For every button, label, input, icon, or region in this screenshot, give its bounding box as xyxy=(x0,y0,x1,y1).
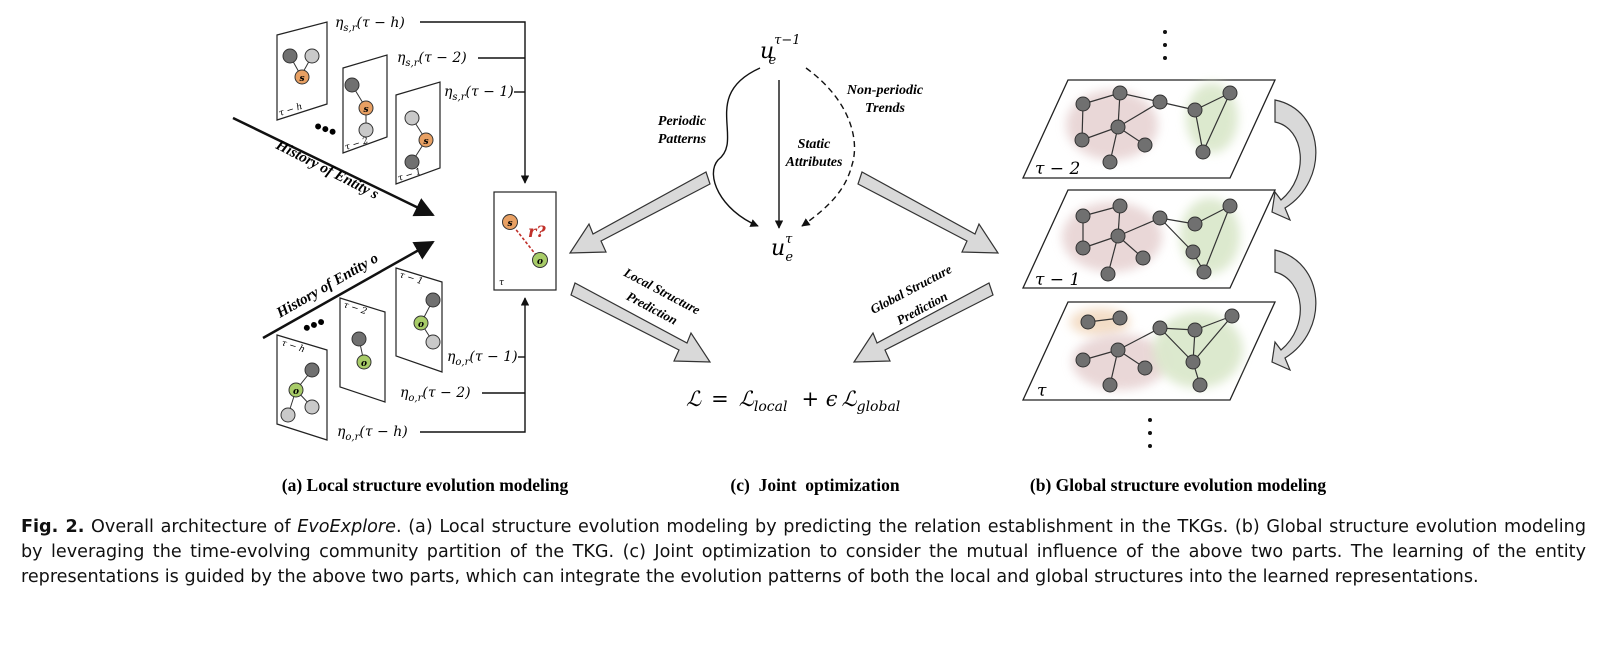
frame-s-tau-minus-2: τ − 2 s xyxy=(342,54,388,154)
svg-text:s: s xyxy=(363,105,368,115)
svg-text:o: o xyxy=(418,320,424,330)
svg-text:ηo,r(τ − h): ηo,r(τ − h) xyxy=(337,424,408,443)
entity-s-node xyxy=(418,132,434,148)
caption-c: (c) Joint optimization xyxy=(730,475,899,495)
nonperiodic-arrow xyxy=(801,67,856,227)
periodic-label-2: Patterns xyxy=(658,132,707,147)
eta-s-labels: ηs,r(τ − h) ηs,r(τ − 2) ηs,r(τ − 1) xyxy=(335,15,530,184)
eta-o-labels: ηo,r(τ − 1) ηo,r(τ − 2) ηo,r(τ − h) xyxy=(337,297,530,443)
svg-text:ηo,r(τ − 1): ηo,r(τ − 1) xyxy=(447,349,518,368)
query-frame: τ s o r? xyxy=(493,191,557,291)
svg-text:τ − 1: τ − 1 xyxy=(1035,270,1080,290)
panel-joint-optimization: uτ−1 e uτ e Periodic Patterns Static Attri… xyxy=(568,33,1000,415)
u-tau-minus-1: uτ−1 e xyxy=(760,33,801,68)
caption-a: (a) Local structure evolution modeling xyxy=(282,475,569,495)
svg-text:τ: τ xyxy=(1037,381,1047,401)
svg-text:τ: τ xyxy=(499,278,505,288)
vertical-ellipsis-top xyxy=(1163,30,1167,60)
u-tau: uτ e xyxy=(771,232,793,265)
vertical-ellipsis-bottom xyxy=(1148,418,1152,448)
plane-tau-minus-1: τ − 1 xyxy=(1021,189,1277,290)
frame-o-tau-minus-1: τ − 1 o xyxy=(395,267,443,373)
entity-s-node xyxy=(502,214,518,230)
panel-local-structure: History of Entity s τ − h s ••• τ − 2 s … xyxy=(232,15,557,443)
transition-arrow-lower xyxy=(1271,249,1317,372)
frame-o-tau-minus-2: τ − 2 o xyxy=(339,297,386,403)
svg-text:ηo,r(τ − 2): ηo,r(τ − 2) xyxy=(400,385,471,404)
entity-s-node xyxy=(294,69,310,85)
svg-text:o: o xyxy=(537,257,543,267)
arrow-to-local xyxy=(568,171,711,254)
periodic-arrow xyxy=(712,67,761,227)
arrow-from-local xyxy=(570,282,712,363)
entity-s-node xyxy=(358,100,374,116)
plane-tau: τ xyxy=(1021,301,1277,401)
ellipsis-s: ••• xyxy=(310,113,340,144)
caption-text-1: Overall architecture of xyxy=(84,517,298,537)
svg-text:ηs,r(τ − 1): ηs,r(τ − 1) xyxy=(444,84,514,103)
loss-equation: ℒ = ℒlocal + ϵ ℒglobal xyxy=(686,387,900,415)
arrow-from-global xyxy=(852,282,994,363)
svg-text:τ − 2: τ − 2 xyxy=(1035,159,1080,179)
history-o-axis xyxy=(262,240,435,340)
svg-text:s: s xyxy=(507,219,512,229)
plane-tau-minus-2: τ − 2 xyxy=(1021,79,1277,179)
svg-text:ηs,r(τ − 2): ηs,r(τ − 2) xyxy=(397,50,467,69)
static-label: Static xyxy=(798,137,831,152)
svg-text:s: s xyxy=(299,74,304,84)
static-label-2: Attributes xyxy=(785,155,843,170)
arrow-to-global xyxy=(857,171,1000,254)
nonperiodic-label: Non-periodic xyxy=(846,83,924,98)
figure-caption: Fig. 2. Overall architecture of EvoExplo… xyxy=(21,515,1586,590)
caption-b: (b) Global structure evolution modeling xyxy=(1030,475,1326,495)
svg-text:s: s xyxy=(423,137,428,147)
ellipsis-o: ••• xyxy=(299,309,330,341)
architecture-diagram: History of Entity s τ − h s ••• τ − 2 s … xyxy=(232,15,1326,495)
frame-s-tau-minus-h: τ − h s xyxy=(276,21,328,121)
nonperiodic-label-2: Trends xyxy=(865,101,905,116)
periodic-label: Periodic xyxy=(658,114,707,129)
figure-label: Fig. 2. xyxy=(21,517,85,537)
frame-s-tau-minus-1: τ − 1 s xyxy=(395,81,441,185)
query-relation: r? xyxy=(528,222,546,241)
history-s-axis xyxy=(232,116,435,217)
entity-o-node xyxy=(413,315,429,331)
panel-global-structure: τ − 2 τ − 1 xyxy=(1021,30,1317,448)
frame-o-tau-minus-h: τ − h o xyxy=(276,334,328,441)
svg-text:o: o xyxy=(293,387,299,397)
entity-o-node xyxy=(532,252,548,268)
svg-text:ηs,r(τ − h): ηs,r(τ − h) xyxy=(335,15,405,34)
svg-text:o: o xyxy=(361,359,367,369)
caption-model-name: EvoExplore xyxy=(297,517,396,537)
entity-o-node xyxy=(356,354,372,370)
transition-arrow-upper xyxy=(1271,99,1317,222)
entity-o-node xyxy=(288,382,304,398)
caption-text-2: . (a) Local structure evolution modeling… xyxy=(21,517,1586,587)
